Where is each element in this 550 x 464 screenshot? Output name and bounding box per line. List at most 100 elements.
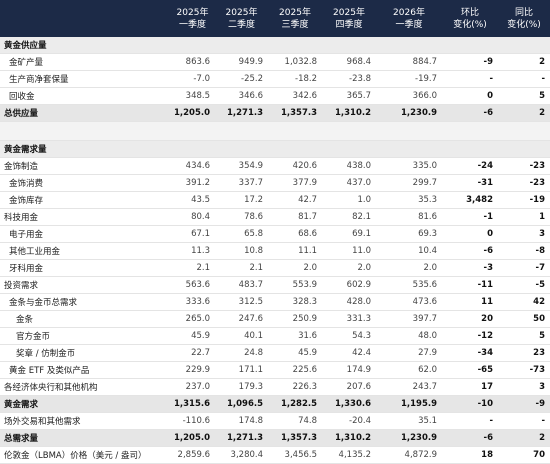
value-cell: 10.8 [215, 242, 268, 260]
value-cell: 22.7 [170, 344, 215, 362]
row-label: 投资需求 [0, 276, 170, 294]
row-label: 生产商净套保量 [0, 70, 170, 88]
value-cell: -6 [442, 104, 498, 122]
value-cell: 11.3 [170, 242, 215, 260]
value-cell: - [498, 70, 550, 88]
value-cell: 884.7 [376, 53, 442, 71]
value-cell: -8 [498, 242, 550, 260]
value-cell: 31.6 [268, 327, 322, 345]
value-cell: 247.6 [215, 310, 268, 328]
value-cell: 3,482 [442, 191, 498, 209]
value-cell [322, 140, 376, 158]
value-cell: 1,205.0 [170, 104, 215, 122]
row-label: 奖章 / 仿制金币 [0, 344, 170, 362]
value-cell: 17 [442, 378, 498, 396]
value-cell [170, 140, 215, 158]
value-cell: -3 [442, 259, 498, 277]
row-label: 黄金需求量 [0, 140, 170, 158]
value-cell [322, 37, 376, 54]
value-cell: 354.9 [215, 157, 268, 175]
value-cell: -24 [442, 157, 498, 175]
value-cell: 1 [498, 208, 550, 226]
value-cell: -110.6 [170, 412, 215, 430]
value-cell: 69.1 [322, 225, 376, 243]
value-cell: 1,271.3 [215, 429, 268, 447]
value-cell: 45.9 [170, 327, 215, 345]
value-cell: 174.8 [215, 412, 268, 430]
value-cell: -10 [442, 395, 498, 413]
value-cell: -31 [442, 174, 498, 192]
value-cell: - [442, 412, 498, 430]
value-cell [498, 140, 550, 158]
value-cell: 1.0 [322, 191, 376, 209]
value-cell: 1,230.9 [376, 429, 442, 447]
value-cell: 70 [498, 446, 550, 464]
value-cell: 483.7 [215, 276, 268, 294]
value-cell: 1,357.3 [268, 104, 322, 122]
value-cell: 45.9 [268, 344, 322, 362]
value-cell: -1 [442, 208, 498, 226]
row-label: 科技用金 [0, 208, 170, 226]
value-cell: 602.9 [322, 276, 376, 294]
value-cell: 74.8 [268, 412, 322, 430]
value-cell: 24.8 [215, 344, 268, 362]
value-cell: -11 [442, 276, 498, 294]
value-cell: -19 [498, 191, 550, 209]
value-cell: 17.2 [215, 191, 268, 209]
value-cell: 4,135.2 [322, 446, 376, 464]
value-cell: -23 [498, 157, 550, 175]
value-cell [215, 37, 268, 54]
column-header: 2025年 三季度 [268, 0, 322, 37]
value-cell: 5 [498, 327, 550, 345]
value-cell: 863.6 [170, 53, 215, 71]
value-cell: 27.9 [376, 344, 442, 362]
value-cell: 968.4 [322, 53, 376, 71]
header-cell [0, 0, 170, 37]
value-cell: 67.1 [170, 225, 215, 243]
row-label: 黄金 ETF 及类似产品 [0, 361, 170, 379]
value-cell: 312.5 [215, 293, 268, 311]
column-header: 2026年 一季度 [376, 0, 442, 37]
table-row: 黄金需求 1,315.6 1,096.5 1,282.5 1,330.6 1,195.9-… [0, 395, 550, 413]
value-cell: 563.6 [170, 276, 215, 294]
value-cell: 18 [442, 446, 498, 464]
table-row: 其他工业用金 11.3 10.8 11.1 11.0 10.4 -6 -8 [0, 242, 550, 260]
value-cell: 348.5 [170, 87, 215, 105]
value-cell: 0 [442, 87, 498, 105]
table-row: 牙科用金 2.1 2.1 2.0 2.0 2.0 -3 -7 [0, 259, 550, 277]
value-cell: 2,859.6 [170, 446, 215, 464]
value-cell: 342.6 [268, 87, 322, 105]
table-row: 金饰制造 434.6 354.9 420.6 438.0 335.0 -24 -23 [0, 157, 550, 175]
column-header: 环比 变化(%) [442, 0, 498, 37]
value-cell [268, 37, 322, 54]
value-cell: 391.2 [170, 174, 215, 192]
value-cell: 50 [498, 310, 550, 328]
value-cell: -73 [498, 361, 550, 379]
value-cell: 535.6 [376, 276, 442, 294]
value-cell [268, 140, 322, 158]
value-cell: 1,096.5 [215, 395, 268, 413]
value-cell: 23 [498, 344, 550, 362]
table-row: 黄金 ETF 及类似产品 229.9 171.1 225.6 174.9 62.0 -65-… [0, 361, 550, 379]
value-cell: -23.8 [322, 70, 376, 88]
value-cell: 229.9 [170, 361, 215, 379]
value-cell: -7.0 [170, 70, 215, 88]
value-cell: 3 [498, 225, 550, 243]
table-row: 总需求量 1,205.0 1,271.3 1,357.3 1,310.2 1,230.9-… [0, 429, 550, 447]
row-label: 金矿产量 [0, 53, 170, 71]
value-cell: 42 [498, 293, 550, 311]
value-cell: 2.1 [215, 259, 268, 277]
row-label: 黄金需求 [0, 395, 170, 413]
value-cell: 377.9 [268, 174, 322, 192]
value-cell [376, 140, 442, 158]
value-cell: 65.8 [215, 225, 268, 243]
value-cell: 11.1 [268, 242, 322, 260]
value-cell: 1,330.6 [322, 395, 376, 413]
value-cell: 335.0 [376, 157, 442, 175]
value-cell: 42.4 [322, 344, 376, 362]
value-cell: 438.0 [322, 157, 376, 175]
value-cell: 35.3 [376, 191, 442, 209]
value-cell: - [498, 412, 550, 430]
row-label: 官方金币 [0, 327, 170, 345]
value-cell: 2.0 [322, 259, 376, 277]
